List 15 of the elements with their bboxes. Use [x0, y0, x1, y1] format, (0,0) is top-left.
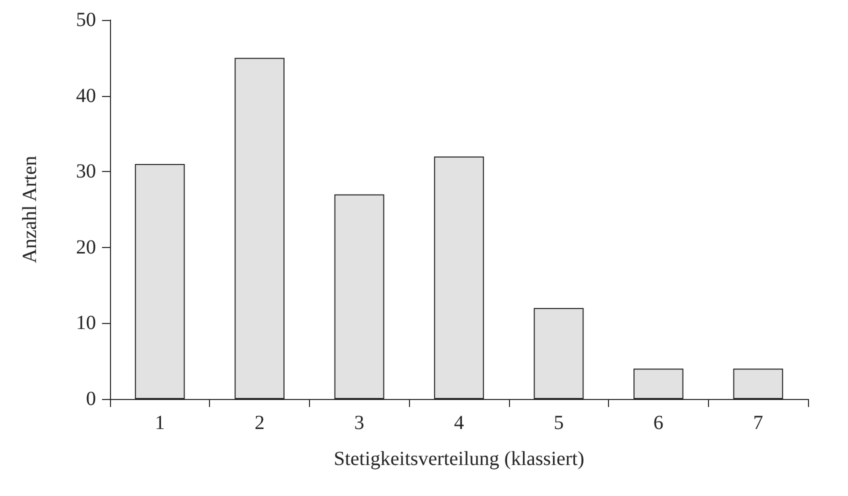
- y-tick-label: 40: [76, 84, 96, 107]
- y-tick-label: 50: [76, 9, 96, 31]
- x-tick-label: 5: [554, 412, 564, 434]
- x-axis-title: Stetigkeitsverteilung (klassiert): [334, 448, 584, 470]
- x-tick-label: 3: [354, 412, 364, 434]
- x-tick-label: 4: [454, 412, 464, 434]
- y-axis-title: Anzahl Arten: [19, 156, 41, 264]
- x-tick-label: 7: [753, 412, 764, 434]
- y-tick-label: 30: [76, 160, 96, 183]
- x-tick-label: 1: [154, 412, 165, 434]
- y-tick-label: 20: [76, 236, 96, 258]
- x-tick-label: 2: [254, 412, 265, 434]
- x-tick-label: 6: [653, 412, 664, 434]
- y-tick-label: 10: [76, 312, 96, 334]
- y-tick-label: 0: [86, 388, 96, 410]
